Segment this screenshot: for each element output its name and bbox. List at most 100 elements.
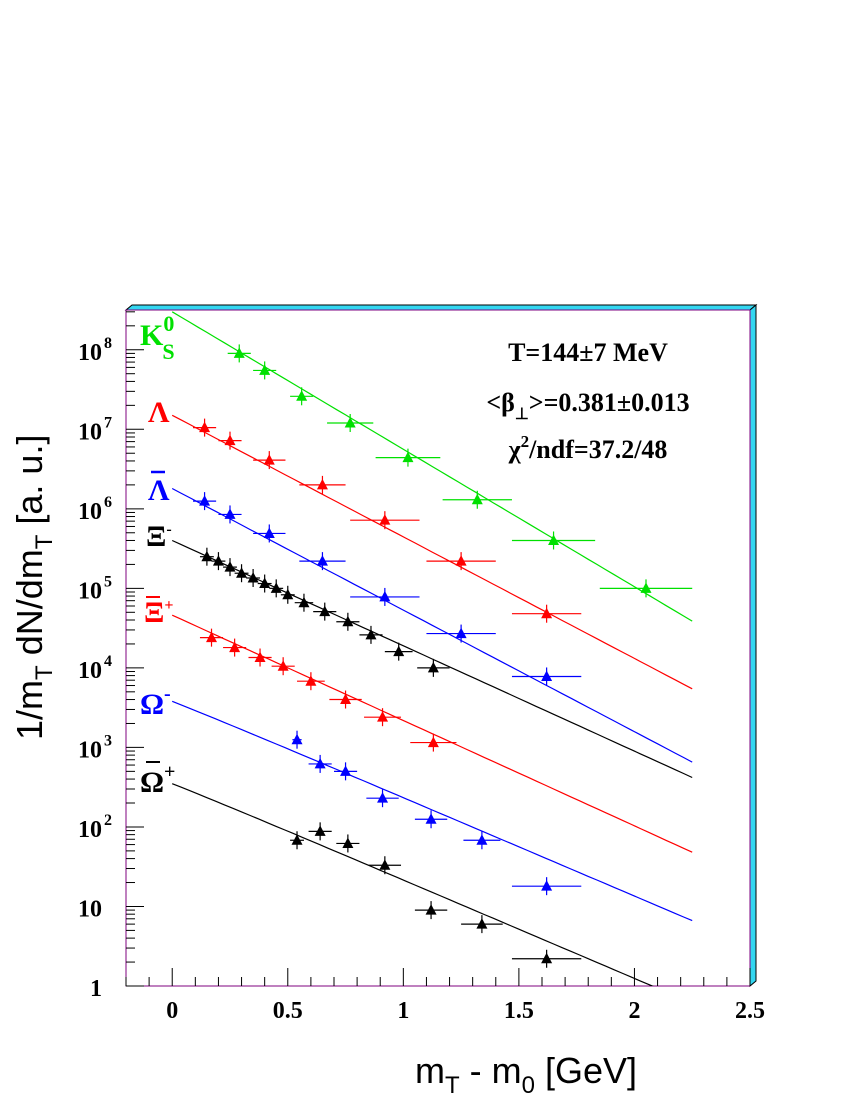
marker-triangle — [427, 736, 439, 748]
marker-triangle — [541, 607, 553, 619]
marker-triangle — [314, 757, 326, 769]
data-point — [253, 524, 286, 543]
data-point — [227, 344, 251, 363]
marker-triangle — [340, 693, 352, 705]
marker-triangle — [259, 364, 271, 375]
data-point — [294, 593, 314, 612]
data-point — [246, 568, 261, 587]
data-point — [334, 762, 358, 781]
data-point — [461, 915, 503, 934]
data-point — [290, 831, 304, 850]
data-point — [511, 877, 582, 896]
marker-triangle — [199, 495, 211, 506]
y-tick-exponent: 2 — [104, 812, 112, 829]
y-tick-label: 10 — [78, 499, 102, 525]
data-point — [426, 552, 496, 571]
marker-triangle — [476, 834, 488, 845]
annotation-temperature: T=144±7 MeV — [508, 338, 668, 367]
fit-curves — [171, 311, 693, 986]
fit-line — [171, 539, 693, 779]
y-tick-label: 10 — [78, 737, 102, 763]
data-point — [329, 690, 362, 709]
data-point — [336, 612, 360, 631]
marker-triangle — [402, 451, 414, 463]
data-point — [271, 657, 295, 676]
marker-triangle — [201, 550, 213, 562]
marker-triangle — [342, 837, 354, 848]
y-tick-label: 10 — [78, 578, 102, 604]
marker-triangle — [305, 675, 317, 686]
x-axis-title: mT - m0 [GeV] — [415, 1050, 637, 1099]
y-tick-label: 10 — [78, 419, 102, 445]
fit-line — [171, 311, 693, 622]
marker-triangle — [340, 765, 352, 776]
marker-triangle — [224, 434, 236, 446]
marker-triangle — [379, 590, 391, 602]
data-point — [269, 579, 284, 598]
y-tick-label: 10 — [78, 896, 102, 922]
data-point — [511, 667, 582, 686]
marker-triangle — [236, 567, 248, 578]
fit-line — [171, 487, 693, 763]
data-point — [511, 531, 596, 550]
marker-triangle — [476, 918, 488, 929]
marker-triangle — [233, 347, 245, 358]
marker-triangle — [282, 588, 294, 600]
data-points — [193, 344, 693, 968]
y-tick-exponent: 5 — [104, 573, 112, 590]
marker-triangle — [270, 582, 282, 593]
data-point — [199, 628, 224, 647]
x-tick-label: 1 — [397, 998, 409, 1024]
marker-triangle — [640, 582, 652, 593]
marker-triangle — [259, 577, 271, 589]
marker-triangle — [296, 390, 308, 401]
y-axis-title: 1/mT dN/dmT [a. u.] — [9, 435, 58, 740]
marker-triangle — [393, 645, 405, 657]
marker-triangle — [254, 651, 266, 663]
data-point — [463, 831, 501, 850]
marker-triangle — [377, 711, 389, 722]
marker-triangle — [379, 514, 391, 525]
y-tick-label: 10 — [78, 658, 102, 684]
marker-triangle — [344, 416, 356, 428]
data-point — [290, 387, 314, 406]
data-point — [211, 552, 226, 571]
data-point — [417, 658, 450, 677]
label-lambda: Λ — [148, 396, 170, 429]
marker-triangle — [342, 615, 354, 627]
marker-triangle — [455, 627, 467, 639]
data-point — [253, 451, 286, 470]
marker-triangle — [379, 859, 391, 870]
marker-triangle — [541, 670, 553, 681]
marker-triangle — [298, 596, 310, 608]
y-tick-label: 10 — [78, 340, 102, 366]
marker-triangle — [365, 628, 377, 640]
y-tick-exponent: 3 — [104, 732, 112, 749]
marker-triangle — [427, 661, 439, 673]
data-point — [366, 789, 399, 808]
x-tick-label: 2 — [628, 998, 640, 1024]
marker-triangle — [316, 478, 328, 490]
y-tick-exponent: 4 — [104, 653, 112, 670]
data-point — [218, 505, 242, 524]
marker-triangle — [263, 454, 275, 465]
marker-triangle — [212, 555, 224, 566]
marker-triangle — [314, 825, 326, 836]
data-point — [280, 585, 295, 604]
data-point — [426, 624, 496, 643]
marker-triangle — [229, 641, 241, 653]
x-tick-label: 0.5 — [273, 998, 303, 1024]
data-point — [234, 564, 249, 583]
data-point — [359, 625, 383, 644]
marker-triangle — [471, 493, 483, 505]
y-tick-exponent: 6 — [104, 494, 112, 511]
data-point — [364, 708, 402, 727]
data-point — [223, 558, 237, 577]
y-tick-exponent: 7 — [104, 414, 112, 431]
data-point — [410, 733, 457, 752]
data-point — [299, 552, 346, 571]
data-point — [384, 642, 413, 661]
data-point — [327, 413, 374, 432]
fit-line — [171, 414, 693, 690]
